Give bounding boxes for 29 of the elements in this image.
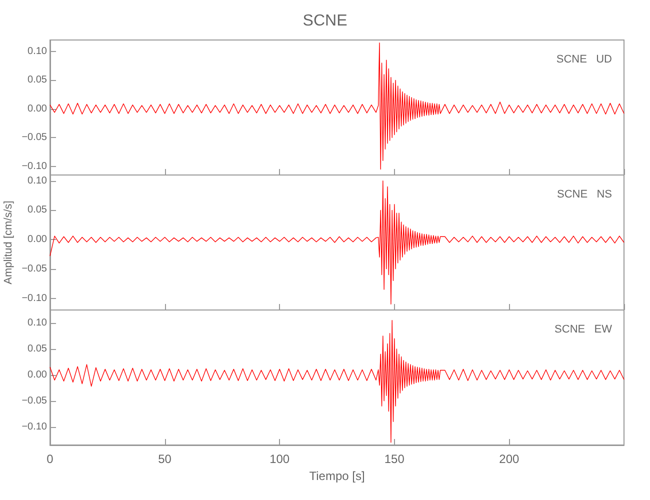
x-tick-label: 150 (384, 452, 405, 466)
y-tick-label: 0.00 (28, 369, 48, 380)
y-tick-label: −0.10 (22, 160, 48, 172)
y-tick-label: 0.10 (28, 317, 48, 328)
y-tick-label: 0.00 (28, 103, 48, 114)
x-tick-label: 100 (270, 452, 290, 466)
annotation: SCNE EW (554, 324, 613, 336)
line-series (50, 320, 624, 443)
y-axis-title: Amplitud [cm/s/s] (2, 200, 14, 284)
x-tick-label: 200 (499, 452, 520, 466)
y-tick-label: −0.05 (22, 263, 48, 274)
y-tick-label: 0.05 (28, 74, 48, 86)
y-tick-label: 0.00 (28, 234, 48, 246)
x-tick-label: 0 (46, 452, 54, 466)
y-tick-label: 0.05 (28, 204, 48, 216)
y-tick-label: 0.10 (28, 175, 48, 186)
line-series (50, 180, 624, 304)
y-tick-label: −0.05 (22, 132, 48, 144)
x-axis-title: Tiempo [s] (309, 468, 365, 483)
x-tick-label: 50 (158, 452, 172, 466)
annotation: SCNE UD (556, 54, 612, 66)
annotation: SCNE NS (556, 188, 612, 200)
y-tick-label: −0.05 (22, 395, 48, 406)
y-tick-label: −0.10 (22, 292, 48, 304)
line-series (50, 42, 624, 170)
y-tick-label: 0.10 (28, 46, 48, 57)
y-tick-label: −0.10 (22, 421, 48, 432)
chart-title: SCNE (302, 12, 348, 30)
y-tick-label: 0.05 (28, 343, 48, 354)
